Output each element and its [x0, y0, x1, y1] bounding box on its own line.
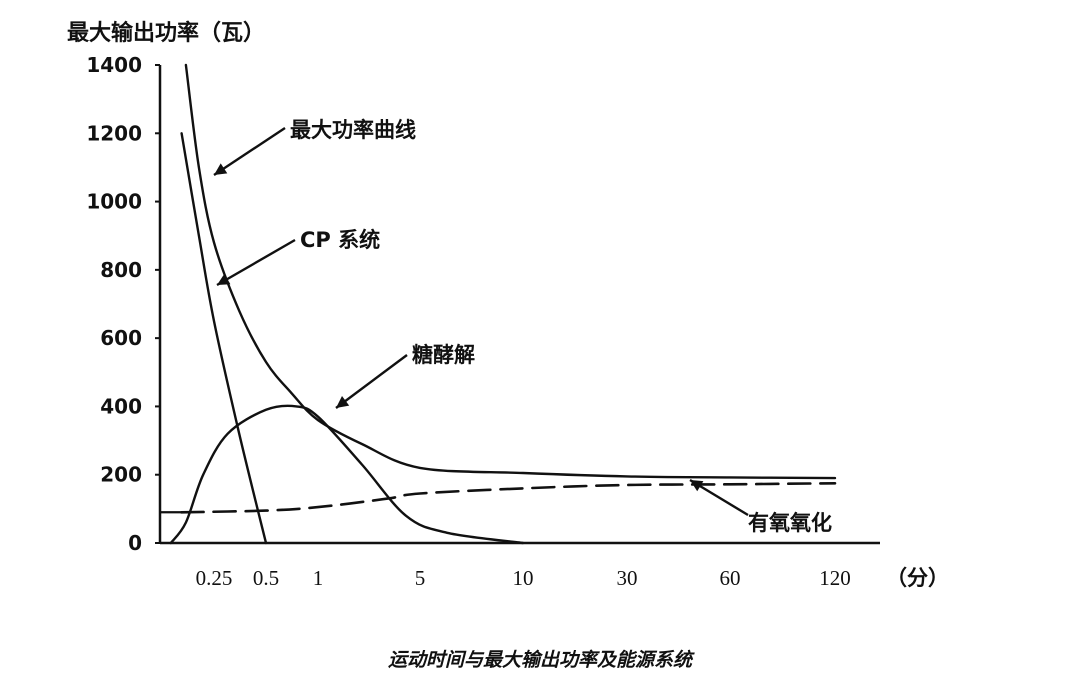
annotation-label: 糖酵解 [412, 343, 475, 367]
y-axis-label: 最大输出功率（瓦） [67, 20, 265, 46]
text-layer: 最大输出功率（瓦） （分） 运动时间与最大输出功率及能源系统 [67, 20, 949, 671]
annotation-pointer [216, 238, 296, 287]
x-axis-unit-label: （分） [886, 566, 949, 590]
y-tick-label: 400 [100, 394, 142, 418]
x-tick-label: 0.25 [196, 566, 233, 590]
y-tick-label: 1200 [86, 121, 142, 145]
annotation-label: 最大功率曲线 [290, 118, 416, 142]
glycolysis-curve [169, 404, 525, 545]
annotation-label: CP 系统 [300, 228, 380, 252]
x-tick-label: 60 [720, 566, 741, 590]
aerobic-oxidation-curve [180, 482, 837, 514]
axes-layer: 0 200 400 600 800 1000 1200 1400 0.25 0.5 1 5 10 30 60… [86, 53, 880, 590]
annotation-pointer [335, 354, 408, 409]
cp-system-curve [180, 132, 268, 545]
annotation-pointer [213, 126, 286, 177]
annotation-label: 有氧氧化 [748, 511, 832, 535]
y-tick-label: 600 [100, 326, 142, 350]
series-layer [160, 63, 837, 545]
y-tick-label: 800 [100, 258, 142, 282]
y-tick-label: 200 [100, 463, 142, 487]
x-tick-label: 1 [313, 566, 324, 590]
x-tick-label: 0.5 [253, 566, 279, 590]
y-tick-label: 1000 [86, 190, 142, 214]
y-tick-label: 0 [128, 531, 142, 555]
x-tick-label: 5 [415, 566, 426, 590]
max-power-curve [184, 63, 837, 480]
x-tick-label: 10 [513, 566, 534, 590]
y-tick-label: 1400 [86, 53, 142, 77]
chart-caption: 运动时间与最大输出功率及能源系统 [388, 649, 695, 671]
annotation-arrowhead [690, 480, 704, 492]
x-tick-label: 30 [617, 566, 638, 590]
annotation-arrowhead [336, 396, 350, 408]
annotation-arrowhead [214, 163, 228, 175]
x-tick-label: 120 [819, 566, 851, 590]
annotation-arrowhead [217, 273, 231, 285]
